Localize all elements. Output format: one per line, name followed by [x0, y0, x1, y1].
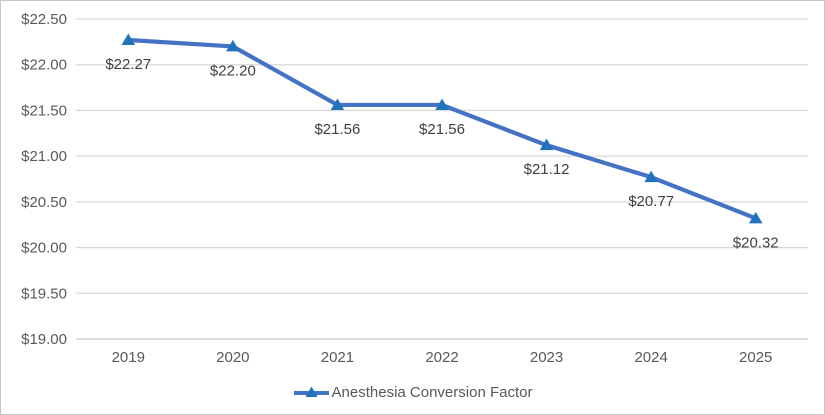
x-tick-label: 2021 [321, 349, 354, 366]
chart-legend: Anesthesia Conversion Factor [1, 384, 824, 401]
data-point-marker [539, 138, 554, 151]
y-tick-label: $19.00 [21, 331, 67, 348]
y-tick-label: $21.00 [21, 148, 67, 165]
y-tick-label: $19.50 [21, 285, 67, 302]
x-tick-label: 2025 [739, 349, 772, 366]
y-tick-label: $20.50 [21, 194, 67, 211]
data-point-label: $22.20 [210, 62, 256, 79]
x-tick-label: 2022 [425, 349, 458, 366]
y-tick-label: $22.00 [21, 57, 67, 74]
y-tick-label: $21.50 [21, 102, 67, 119]
data-point-label: $21.56 [314, 121, 360, 138]
data-point-marker [330, 98, 345, 110]
data-point-label: $22.27 [105, 56, 151, 73]
legend-label: Anesthesia Conversion Factor [331, 384, 533, 401]
data-point-marker [644, 170, 658, 183]
data-point-label: $20.77 [628, 193, 674, 210]
y-tick-label: $22.50 [21, 11, 67, 28]
data-point-marker [226, 39, 240, 52]
data-point-label: $21.56 [419, 121, 465, 138]
legend-line-marker-icon [293, 386, 329, 397]
data-point-marker [121, 33, 136, 46]
y-tick-label: $20.00 [21, 240, 67, 257]
x-tick-label: 2020 [216, 349, 249, 366]
data-point-label: $20.32 [733, 234, 779, 251]
data-point-label: $21.12 [524, 161, 570, 178]
data-point-marker [748, 211, 763, 224]
x-tick-label: 2019 [112, 349, 145, 366]
x-tick-label: 2024 [634, 349, 667, 366]
x-tick-label: 2023 [530, 349, 563, 366]
data-point-marker [435, 98, 449, 110]
